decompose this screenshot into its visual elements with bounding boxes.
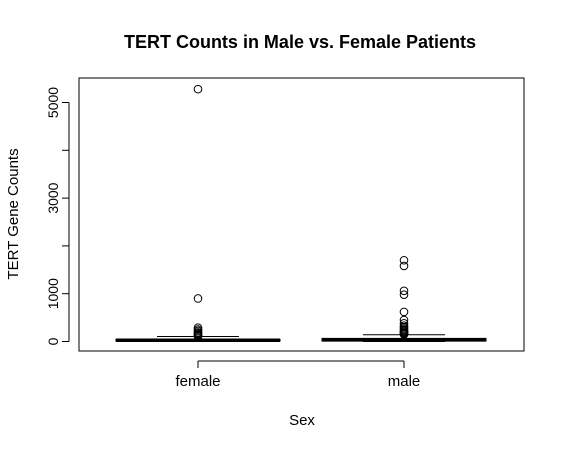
y-tick-label: 1000 xyxy=(45,278,61,309)
outlier-point xyxy=(399,261,409,271)
chart-title: TERT Counts in Male vs. Female Patients xyxy=(124,32,476,52)
y-axis: 0 1000 3000 5000 xyxy=(45,87,70,345)
boxes xyxy=(115,84,487,343)
y-tick-label: 3000 xyxy=(45,182,61,213)
outlier-point xyxy=(193,331,203,341)
outlier-point xyxy=(399,255,409,265)
y-axis-label: TERT Gene Counts xyxy=(5,148,22,279)
x-tick-label: male xyxy=(388,373,421,390)
outlier-point xyxy=(193,294,203,303)
box-female xyxy=(115,84,281,343)
outlier-point xyxy=(399,290,409,299)
x-axis-label: Sex xyxy=(289,412,315,429)
y-tick-label: 5000 xyxy=(45,87,61,118)
y-tick-label: 0 xyxy=(45,337,61,345)
plot-frame xyxy=(78,77,525,352)
x-axis: female male xyxy=(175,360,421,390)
box-male xyxy=(321,255,487,342)
outlier-point xyxy=(399,286,409,296)
outlier-point xyxy=(399,307,409,317)
x-tick-label: female xyxy=(175,373,220,390)
outlier-point xyxy=(399,330,409,339)
outlier-point xyxy=(193,84,203,94)
